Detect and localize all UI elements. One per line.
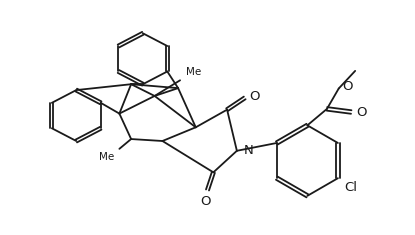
Text: N: N [244, 144, 254, 157]
Text: Cl: Cl [344, 181, 357, 194]
Text: O: O [200, 195, 211, 208]
Text: Me: Me [100, 152, 115, 162]
Text: O: O [356, 106, 366, 118]
Text: O: O [343, 80, 353, 94]
Text: O: O [249, 90, 260, 103]
Text: Me: Me [186, 67, 201, 77]
